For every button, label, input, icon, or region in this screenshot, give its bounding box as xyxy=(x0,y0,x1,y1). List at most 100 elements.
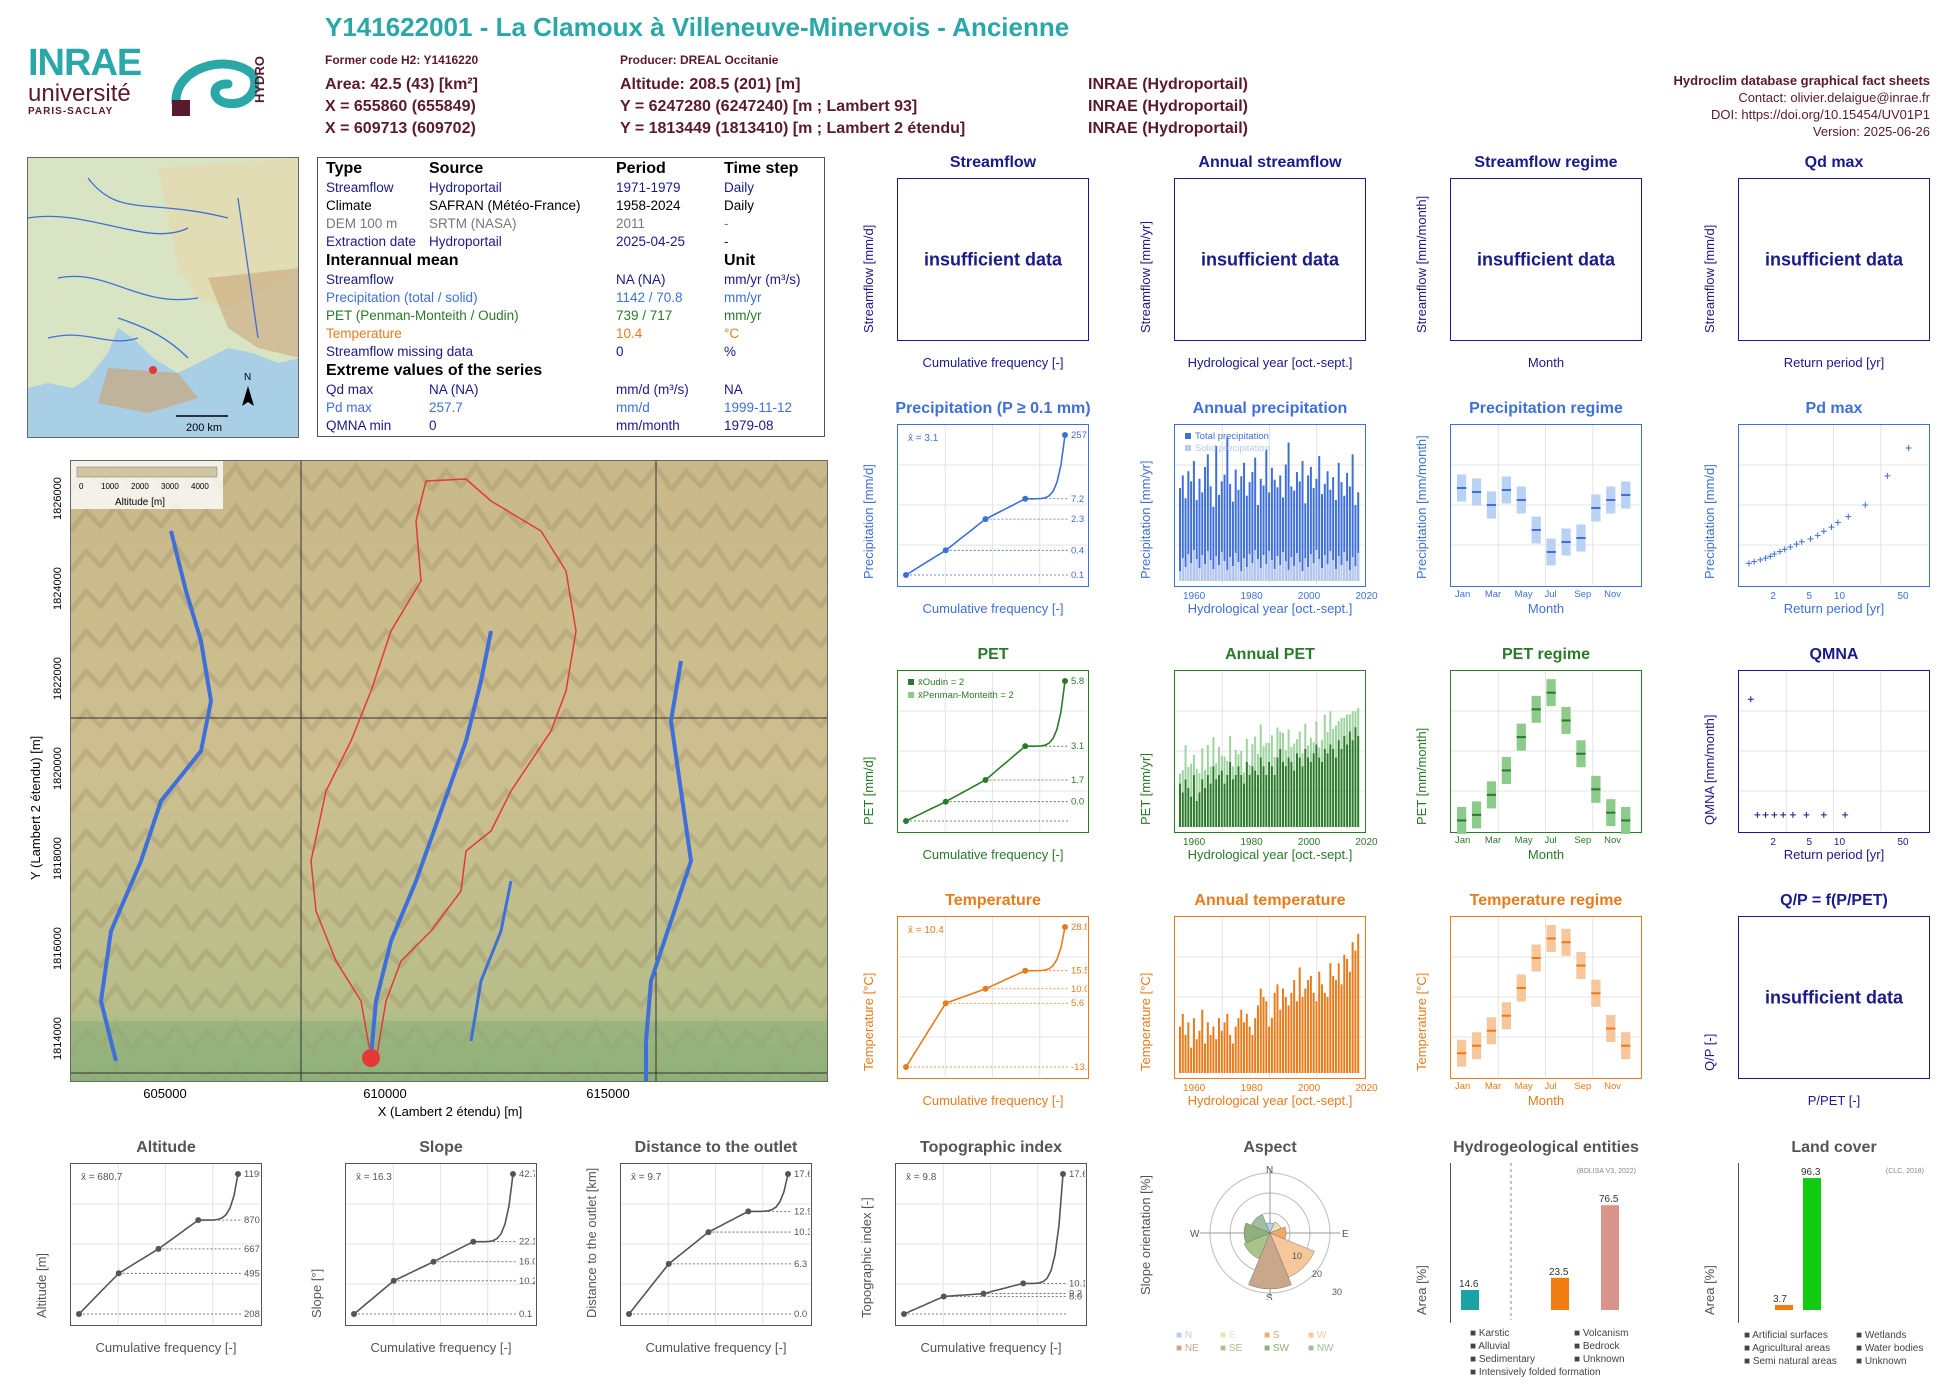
temp-annual-bar-10 xyxy=(1206,1022,1209,1073)
phys-altitude-rtick-1: 870 xyxy=(244,1215,260,1226)
precip-annual-bar-38 xyxy=(1284,464,1287,581)
pet-annual-bar-33 xyxy=(1270,766,1273,827)
pet-annual-bar-upper-4 xyxy=(1190,763,1193,797)
pet-annual-bar-upper-11 xyxy=(1209,766,1212,784)
temp-annual-bar-29 xyxy=(1259,988,1262,1073)
phys-altitude-xlabel: Cumulative frequency [-] xyxy=(95,1340,237,1355)
pet-annual-bar-upper-23 xyxy=(1243,772,1246,784)
landcover-panel: 3.7 96.3 (CLC, 2018) xyxy=(1738,1163,1930,1323)
precip-max-point-17 xyxy=(1862,502,1869,508)
precip-regime-xtick-4: Sep xyxy=(1574,589,1591,600)
basin-map-svg: 0 1000 2000 3000 4000 Altitude [m] xyxy=(71,461,827,1081)
landcover-value-0: 3.7 xyxy=(1773,1294,1787,1305)
precip-annual-bar-16 xyxy=(1223,474,1226,581)
pet-annual-xtick-0: 1960 xyxy=(1183,837,1206,848)
precip-annual-bar-solid-14 xyxy=(1217,565,1220,581)
precip-regime-panel: Jan Mar May Jul Sep Nov xyxy=(1450,424,1642,600)
info-row-0-cell-0: Streamflow xyxy=(326,180,394,195)
precip-annual-bar-solid-53 xyxy=(1326,564,1329,581)
hydrogeo-legend-2: ■ Alluvial xyxy=(1470,1341,1510,1352)
qmna-panel: 2 5 10 50 xyxy=(1738,670,1930,848)
interannual-row-3-cell-1: 10.4 xyxy=(616,326,643,341)
basin-ytick-5: 1816000 xyxy=(52,927,64,970)
temp-annual-bar-30 xyxy=(1262,997,1265,1073)
header-right: Hydroclim database graphical fact sheets… xyxy=(1674,72,1930,140)
temp-annual-bar-17 xyxy=(1226,1013,1229,1073)
precip-annual-bar-4 xyxy=(1190,481,1193,581)
alt-legend-title: Altitude [m] xyxy=(115,497,165,508)
phys-altitude-rtick-3: 495 xyxy=(244,1268,260,1279)
landcover-legend-3: ■ Water bodies xyxy=(1856,1343,1924,1354)
phys-topo-mean: x̄ = 9.8 xyxy=(906,1172,937,1183)
alt-legend-tick-0: 0 xyxy=(79,482,84,491)
precip-annual-bar-solid-30 xyxy=(1262,555,1265,581)
interannual-row-3-cell-2: °C xyxy=(724,326,740,341)
pet-cum-rtick-2: 1.7 xyxy=(1071,775,1084,786)
phys-topo-rtick-1: 10.1 xyxy=(1069,1278,1085,1289)
precip-regime-xtick-5: Nov xyxy=(1604,589,1621,600)
pet-annual-bar-31 xyxy=(1265,774,1268,827)
pet-cum-legend-1: x̄Penman-Monteith = 2 xyxy=(918,690,1014,701)
pet-annual-bar-6 xyxy=(1195,800,1198,827)
pet-annual-bar-upper-7 xyxy=(1198,773,1201,793)
interannual-header: Interannual mean Unit xyxy=(326,252,816,272)
pet-annual-bar-18 xyxy=(1229,761,1232,827)
qmna-point-0 xyxy=(1747,696,1754,703)
precip-annual-bar-7 xyxy=(1198,478,1201,581)
temp-annual-bar-51 xyxy=(1321,984,1323,1073)
pet-annual-bar-upper-47 xyxy=(1309,737,1312,762)
precip-max-point-1 xyxy=(1751,558,1758,565)
qmna-point-2 xyxy=(1762,811,1769,818)
precip-max-svg: 2 5 10 50 xyxy=(1739,425,1928,602)
qp-panel: insufficient data xyxy=(1738,916,1930,1079)
precip-annual-bar-solid-63 xyxy=(1354,566,1357,581)
precip-annual-bar-solid-15 xyxy=(1220,552,1223,581)
phys-distance-rtick-4: 0.0 xyxy=(794,1309,807,1320)
precip-annual-bar-solid-57 xyxy=(1337,556,1340,581)
pet-annual-bar-upper-0 xyxy=(1179,773,1181,784)
qmna-point-5 xyxy=(1789,811,1796,818)
precip-annual-bar-solid-40 xyxy=(1290,557,1293,581)
phys-altitude-ylabel: Altitude [m] xyxy=(34,1252,49,1318)
pet-annual-bar-56 xyxy=(1334,757,1337,827)
precip-regime-title: Precipitation regime xyxy=(1469,400,1623,417)
pet-annual-bar-14 xyxy=(1217,774,1220,827)
pet-annual-bar-16 xyxy=(1223,783,1226,827)
pet-regime-xtick-2: May xyxy=(1515,835,1533,846)
aspect-dir-0: N xyxy=(1266,1165,1273,1176)
pet-annual-bar-36 xyxy=(1279,748,1282,827)
aspect-svg: N E S W 10 20 30 xyxy=(1190,1165,1349,1304)
extreme-row-0-cell-1: NA (NA) xyxy=(429,382,479,397)
pet-annual-bar-upper-46 xyxy=(1307,745,1310,758)
precip-annual-bar-49 xyxy=(1315,478,1318,581)
interannual-row-1-cell-0: Precipitation (total / solid) xyxy=(326,290,478,305)
precip-annual-bar-51 xyxy=(1321,494,1323,581)
extreme-row-1: Pd max 257.7 mm/d 1999-11-12 xyxy=(326,400,816,418)
alt-legend-tick-2: 2000 xyxy=(131,482,149,491)
hydrogeo-panel: 14.6 23.5 76.5 (BDLISA V3, 2022) xyxy=(1450,1163,1642,1323)
info-table: Type Source Period Time step Streamflow H… xyxy=(317,157,825,437)
precip-annual-bar-solid-28 xyxy=(1256,559,1259,581)
pet-annual-bar-7 xyxy=(1198,792,1201,827)
temp-cum-mean: x̄ = 10.4 xyxy=(908,925,944,936)
pet-annual-bar-58 xyxy=(1340,748,1343,827)
qmna-xlabel: Return period [yr] xyxy=(1783,847,1885,862)
extreme-row-2: QMNA min 0 mm/month 1979-08 xyxy=(326,418,816,436)
pet-annual-bar-37 xyxy=(1282,761,1285,827)
phys-distance-xlabel: Cumulative frequency [-] xyxy=(645,1340,787,1355)
pet-annual-bar-upper-39 xyxy=(1287,729,1290,758)
pet-regime-title: PET regime xyxy=(1501,646,1591,663)
pet-annual-bar-upper-20 xyxy=(1234,749,1237,775)
precip-annual-bar-56 xyxy=(1334,499,1337,581)
precip-annual-bar-solid-6 xyxy=(1195,559,1198,581)
pet-annual-bar-upper-64 xyxy=(1357,707,1360,736)
phys-altitude-rtick-0: 1195 xyxy=(244,1169,260,1180)
precip-annual-bar-10 xyxy=(1206,454,1209,581)
pet-annual-bar-upper-60 xyxy=(1346,714,1349,745)
precip-annual-bar-solid-18 xyxy=(1229,557,1232,581)
basin-map: 0 1000 2000 3000 4000 Altitude [m] xyxy=(70,460,828,1082)
interannual-row-0-cell-2: mm/yr (m³/s) xyxy=(724,272,801,287)
streamflow-2-title: Streamflow regime xyxy=(1474,154,1618,171)
precip-annual-bar-62 xyxy=(1351,454,1354,581)
extreme-row-2-cell-1: 0 xyxy=(429,418,437,433)
